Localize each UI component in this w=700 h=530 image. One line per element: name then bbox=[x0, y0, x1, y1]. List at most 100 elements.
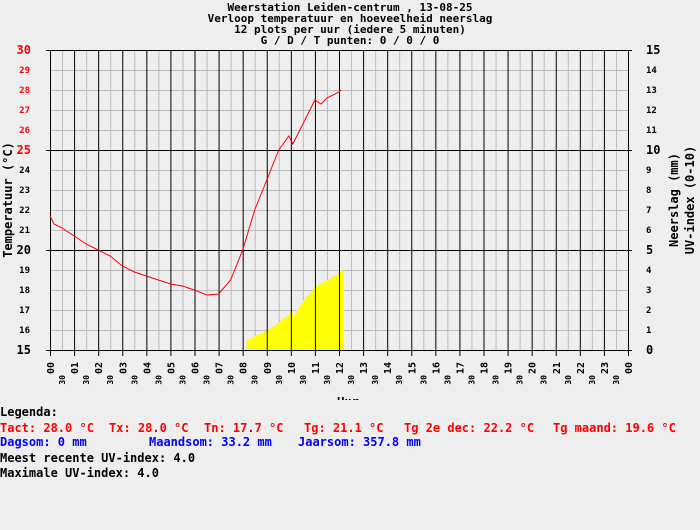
x-tick-label-hour: 14 bbox=[383, 362, 394, 374]
y-tick-label-right: 14 bbox=[646, 66, 657, 76]
x-tick-label-hour: 08 bbox=[239, 362, 250, 374]
x-tick-label-hour: 01 bbox=[70, 362, 81, 374]
y-tick-label-left: 15 bbox=[17, 343, 31, 357]
temperature-chart: Weerstation Leiden-centrum , 13-08-25Ver… bbox=[1, 1, 697, 400]
uv-index-area bbox=[246, 270, 344, 350]
y-tick-label-left: 20 bbox=[17, 243, 31, 257]
x-axis-label: Uur bbox=[337, 395, 359, 400]
legend-tact: Tact: 28.0 °C bbox=[0, 421, 94, 435]
legend-jaarsom: Jaarsom: 357.8 mm bbox=[298, 435, 421, 449]
y-tick-label-left: 19 bbox=[19, 266, 30, 276]
y-axis-label-right-uv: UV-index (0-10) bbox=[683, 146, 697, 254]
y-tick-label-right: 11 bbox=[646, 126, 657, 136]
x-tick-label-half: 30 bbox=[299, 375, 308, 385]
chart-title-line: 12 plots per uur (iedere 5 minuten) bbox=[234, 23, 466, 36]
y-tick-label-left: 16 bbox=[19, 326, 30, 336]
y-axis-label-left: Temperatuur (°C) bbox=[1, 142, 15, 258]
y-tick-label-left: 18 bbox=[19, 286, 30, 296]
x-tick-label-half: 30 bbox=[371, 375, 380, 385]
x-tick-label-hour: 21 bbox=[552, 362, 563, 374]
x-tick-label-half: 30 bbox=[227, 375, 236, 385]
x-tick-label-hour: 18 bbox=[480, 362, 491, 374]
x-tick-label-half: 30 bbox=[106, 375, 115, 385]
x-tick-label-half: 30 bbox=[588, 375, 597, 385]
x-tick-label-half: 30 bbox=[467, 375, 476, 385]
x-tick-label-hour: 11 bbox=[311, 362, 322, 374]
x-tick-label-hour: 17 bbox=[455, 362, 466, 374]
y-tick-label-left: 22 bbox=[19, 206, 30, 216]
x-tick-label-half: 30 bbox=[564, 375, 573, 385]
legend-maandsom: Maandsom: 33.2 mm bbox=[149, 435, 272, 449]
x-tick-label-half: 30 bbox=[323, 375, 332, 385]
x-tick-label-hour: 23 bbox=[600, 362, 611, 374]
x-tick-label-hour: 19 bbox=[504, 362, 515, 374]
x-tick-label-hour: 04 bbox=[142, 362, 153, 374]
y-tick-label-right: 13 bbox=[646, 86, 657, 96]
y-tick-label-right: 2 bbox=[646, 306, 651, 316]
chart-title-line: Weerstation Leiden-centrum , 13-08-25 bbox=[227, 1, 472, 14]
x-tick-label-half: 30 bbox=[347, 375, 356, 385]
x-tick-label-hour: 00 bbox=[624, 362, 635, 374]
y-axis-label-right: Neerslag (mm) bbox=[667, 153, 681, 247]
chart-title-line: G / D / T punten: 0 / 0 / 0 bbox=[261, 34, 440, 47]
x-tick-label-half: 30 bbox=[419, 375, 428, 385]
x-tick-label-hour: 02 bbox=[94, 362, 105, 374]
x-tick-label-hour: 15 bbox=[407, 362, 418, 374]
x-tick-label-hour: 03 bbox=[118, 362, 129, 374]
y-tick-label-right: 0 bbox=[646, 343, 653, 357]
legend-uv-recent: Meest recente UV-index: 4.0 bbox=[0, 451, 196, 465]
legend-tx: Tx: 28.0 °C bbox=[109, 421, 189, 435]
x-tick-label-half: 30 bbox=[492, 375, 501, 385]
legend-tn: Tn: 17.7 °C bbox=[204, 421, 284, 435]
legend-temperature-row: Tact: 28.0 °C Tx: 28.0 °C Tn: 17.7 °C Tg… bbox=[0, 421, 700, 435]
y-tick-label-left: 29 bbox=[19, 66, 30, 76]
x-tick-label-hour: 07 bbox=[215, 362, 226, 374]
y-tick-label-right: 7 bbox=[646, 206, 651, 216]
legend-tg-2e-dec: Tg 2e dec: 22.2 °C bbox=[404, 421, 535, 435]
y-tick-label-left: 24 bbox=[19, 166, 30, 176]
x-tick-label-half: 30 bbox=[251, 375, 260, 385]
x-tick-label-hour: 12 bbox=[335, 362, 346, 374]
y-tick-label-right: 1 bbox=[646, 326, 651, 336]
y-tick-label-left: 17 bbox=[19, 306, 30, 316]
x-tick-label-hour: 16 bbox=[431, 362, 442, 374]
x-tick-label-half: 30 bbox=[540, 375, 549, 385]
legend-tg: Tg: 21.1 °C bbox=[304, 421, 384, 435]
y-tick-label-left: 30 bbox=[17, 43, 31, 57]
legend-dagsom: Dagsom: 0 mm bbox=[0, 435, 87, 449]
x-tick-label-half: 30 bbox=[178, 375, 187, 385]
y-tick-label-left: 26 bbox=[19, 126, 30, 136]
x-tick-label-half: 30 bbox=[154, 375, 163, 385]
temperature-line bbox=[49, 89, 342, 296]
y-tick-label-right: 15 bbox=[646, 43, 660, 57]
legend-uv-max: Maximale UV-index: 4.0 bbox=[0, 466, 159, 480]
y-tick-label-right: 12 bbox=[646, 106, 657, 116]
x-tick-label-half: 30 bbox=[130, 375, 139, 385]
x-tick-label-half: 30 bbox=[58, 375, 67, 385]
legend-tg-maand: Tg maand: 19.6 °C bbox=[553, 421, 676, 435]
y-tick-label-right: 3 bbox=[646, 286, 651, 296]
x-tick-label-hour: 20 bbox=[528, 362, 539, 374]
y-tick-label-left: 28 bbox=[19, 86, 30, 96]
x-tick-label-hour: 10 bbox=[287, 362, 298, 374]
y-tick-label-right: 9 bbox=[646, 166, 651, 176]
x-tick-label-hour: 13 bbox=[359, 362, 370, 374]
x-tick-label-hour: 06 bbox=[191, 362, 202, 374]
x-tick-label-hour: 09 bbox=[263, 362, 274, 374]
y-tick-label-right: 5 bbox=[646, 243, 653, 257]
x-tick-label-half: 30 bbox=[516, 375, 525, 385]
y-tick-label-left: 23 bbox=[19, 186, 30, 196]
y-tick-label-left: 25 bbox=[17, 143, 31, 157]
x-tick-label-hour: 00 bbox=[46, 362, 57, 374]
y-tick-label-left: 27 bbox=[19, 106, 30, 116]
x-tick-label-hour: 22 bbox=[576, 362, 587, 374]
legend-heading: Legenda: bbox=[0, 405, 58, 419]
y-tick-label-right: 10 bbox=[646, 143, 660, 157]
y-tick-label-right: 4 bbox=[646, 266, 652, 276]
y-tick-label-right: 8 bbox=[646, 186, 651, 196]
x-tick-label-half: 30 bbox=[443, 375, 452, 385]
chart-title-line: Verloop temperatuur en hoeveelheid neers… bbox=[208, 12, 493, 25]
legend-rain-row: Dagsom: 0 mm Maandsom: 33.2 mm Jaarsom: … bbox=[0, 435, 700, 449]
x-tick-label-half: 30 bbox=[612, 375, 621, 385]
y-tick-label-right: 6 bbox=[646, 226, 651, 236]
